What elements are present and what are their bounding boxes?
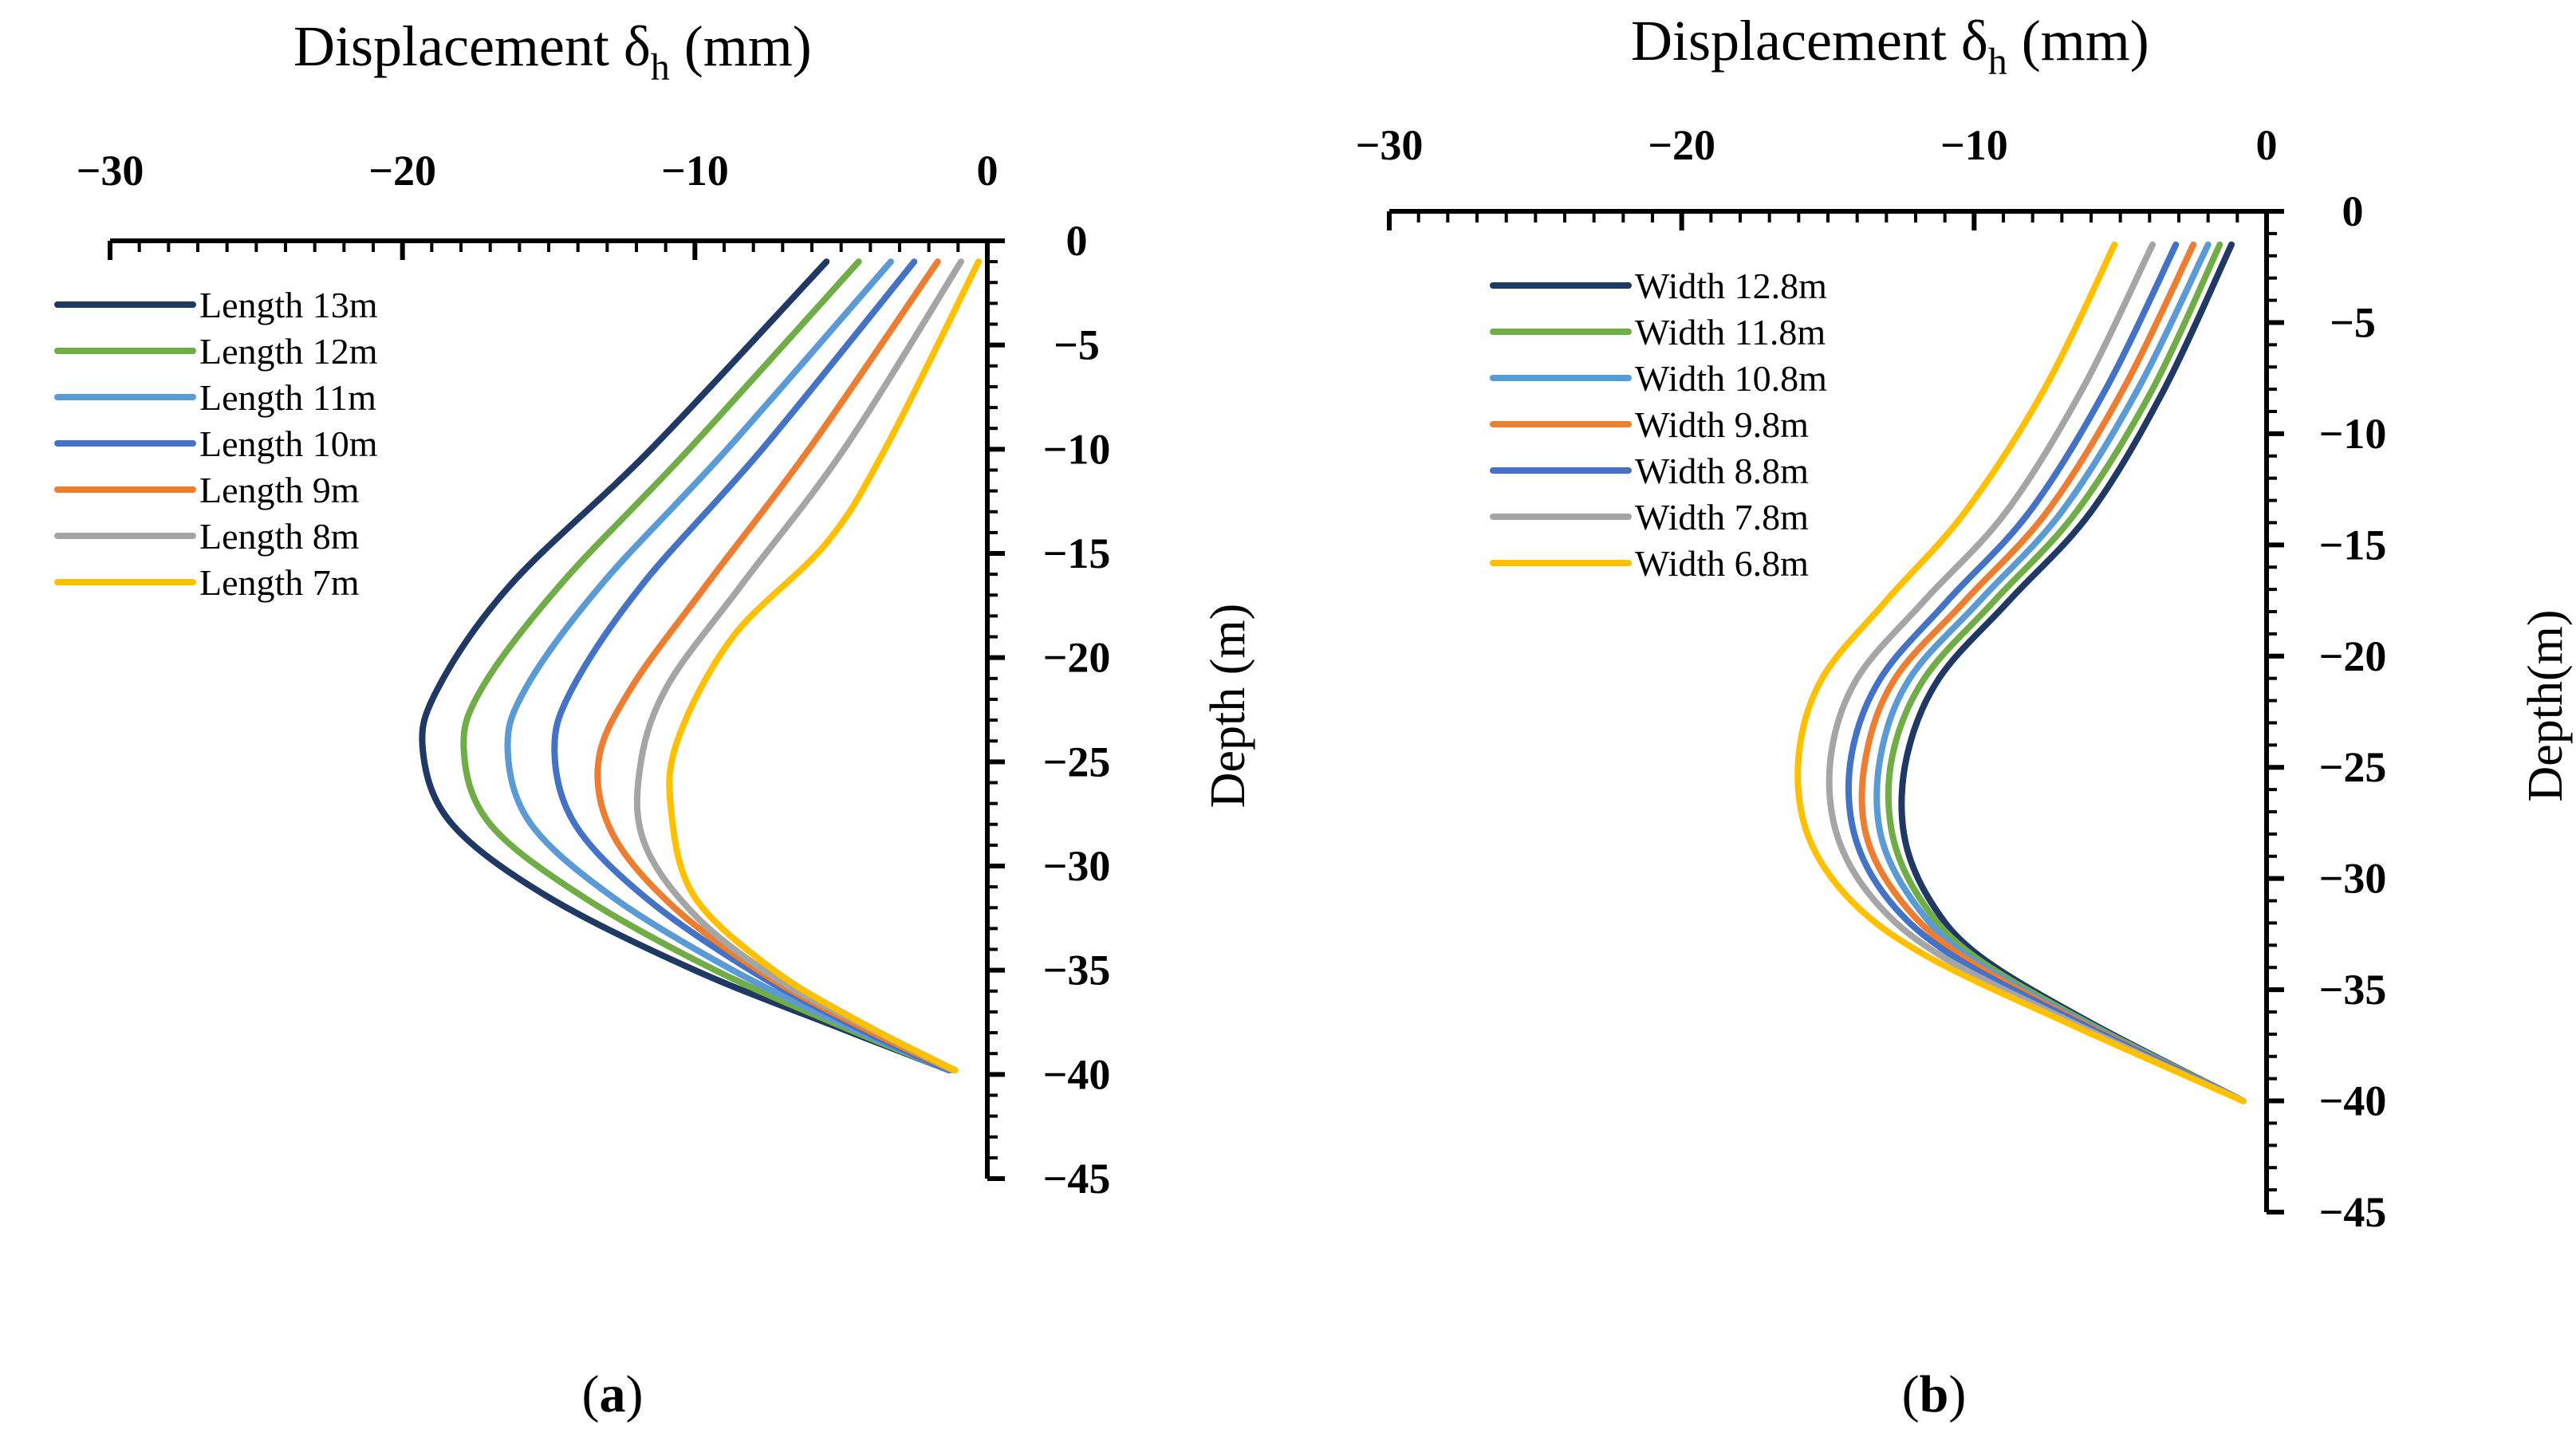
panel-a-legend-label-3: Length 11m [199,377,376,418]
panel-b-series-line-7 [1794,241,2247,1104]
panel-a-y-tick-label: 0 [1066,217,1088,265]
panel-a-x-tick-label: −30 [77,147,144,195]
panel-a-y-tick-label: −20 [1043,634,1111,682]
panel-b-label-letter: b [1920,1365,1949,1423]
panel-a-legend: Length 13m Length 12m Length 11m Length 10m… [54,285,378,603]
panel-a-series-line-1 [419,258,953,1074]
panel-b-y-axis-label: Depth(m) [2519,609,2573,801]
panel-b-y-tick-label: −45 [2319,1188,2387,1236]
panel-a-legend-label-4: Length 10m [199,423,378,464]
panel-a-y-tick-label: −30 [1043,842,1111,890]
panel-a-title-main: Displacement δ [293,14,651,78]
panel-b-title-main: Displacement δ [1631,9,1988,73]
panel-b-x-tick-label: −30 [1356,121,1424,169]
panel-a-x-tick-label: −20 [368,147,436,195]
panel-a-y-axis-label: Depth (m) [1201,604,1255,809]
panel-b-y-tick-label: −30 [2319,855,2387,903]
panel-b-y-tick-label: 0 [2342,187,2364,235]
panel-a-legend-label-6: Length 8m [199,516,360,557]
panel-a-series-line-2 [460,258,953,1074]
panel-b-y-tick-label: −40 [2319,1077,2387,1125]
panel-a-title-unit: (mm) [670,14,812,78]
panel-b-legend-label-1: Width 12.8m [1635,266,1827,306]
panel-b-x-tick-label: 0 [2256,121,2278,169]
panel-a-title-sub: h [651,46,670,89]
panel-a-series-line-6 [633,258,964,1074]
panel-b-y-tick-label: −5 [2330,298,2376,346]
panel-b-y-tick-label: −15 [2319,521,2387,569]
panel-a: Displacement δh (mm) Depth (m) (a) −30 −2… [54,14,1255,1423]
panel-b-series-line-6 [1826,241,2247,1104]
panel-b-legend-label-3: Width 10.8m [1635,358,1827,399]
panel-b-title-sub: h [1988,41,2007,83]
panel-b-title: Displacement δh (mm) [1631,9,2149,83]
panel-a-series-line-7 [666,258,982,1074]
panel-b-x-tick-label: −20 [1648,121,1715,169]
panel-a-legend-label-7: Length 7m [199,562,360,603]
panel-a-label-letter: a [600,1365,626,1423]
panel-b-y-tick-label: −25 [2319,743,2387,791]
panel-a-y-tick-label: −15 [1043,530,1111,577]
panel-b-legend: Width 12.8m Width 11.8m Width 10.8m Width 9… [1490,266,1827,584]
panel-a-y-tick-label: −40 [1043,1050,1111,1098]
panel-a-title: Displacement δh (mm) [293,14,812,89]
panel-a-y-tick-label: −10 [1043,425,1111,473]
panel-a-y-tick-label: −5 [1054,321,1100,369]
panel-b-y-tick-label: −10 [2319,410,2387,458]
panel-b-title-unit: (mm) [2007,9,2149,73]
panel-b-label: (b) [1902,1365,1967,1423]
panel-b-legend-label-5: Width 8.8m [1635,451,1809,491]
panel-a-legend-label-5: Length 9m [199,470,360,510]
panel-a-x-tick-label: −10 [661,147,729,195]
panel-b-x-tick-label: −10 [1940,121,2008,169]
panel-a-y-tick-label: −45 [1043,1155,1111,1203]
panel-b-legend-label-6: Width 7.8m [1635,497,1809,537]
panel-a-legend-label-2: Length 12m [199,331,378,372]
panel-a-legend-label-1: Length 13m [199,285,378,325]
panel-a-y-tick-label: −25 [1043,738,1111,785]
panel-a-label: (a) [582,1365,644,1423]
panel-b-legend-label-7: Width 6.8m [1635,543,1809,584]
panel-a-series-line-3 [504,258,953,1074]
panel-b-series-line-5 [1845,241,2247,1104]
panel-b-legend-label-2: Width 11.8m [1635,312,1826,352]
panel-a-y-tick-label: −35 [1043,947,1111,994]
panel-b: Displacement δh (mm) Depth(m) (b) −30 −20… [1356,9,2573,1423]
panel-b-y-tick-label: −20 [2319,632,2387,680]
panel-a-x-tick-label: 0 [977,147,998,195]
panel-b-legend-label-4: Width 9.8m [1635,404,1809,445]
panel-b-y-tick-label: −35 [2319,966,2387,1014]
